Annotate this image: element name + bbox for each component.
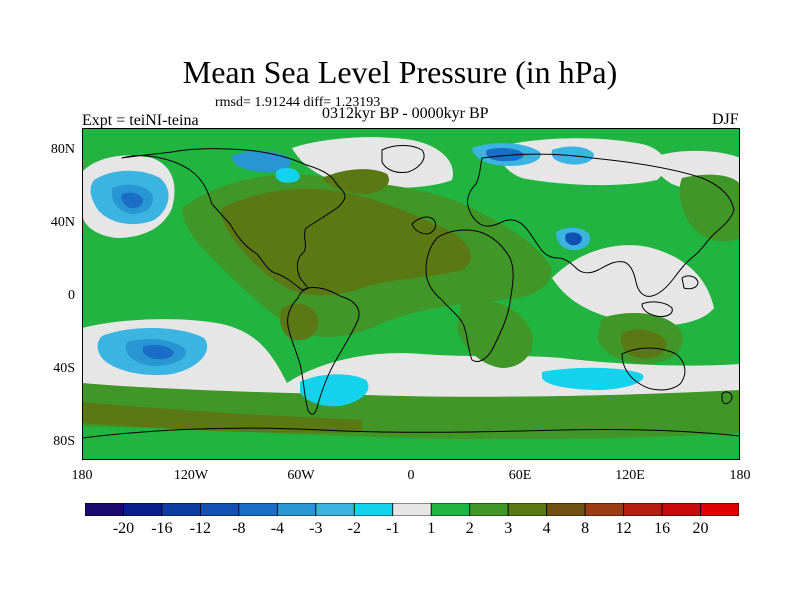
colorbar-label: -8 [232, 520, 246, 537]
colorbar-label: -2 [347, 520, 361, 537]
colorbar-swatch [161, 503, 201, 516]
lon-label-180e: 180 [729, 468, 751, 483]
lat-label-40n: 40N [50, 215, 75, 230]
stats-text: rmsd= 1.91244 diff= 1.23193 [215, 95, 381, 110]
lat-label-80s: 80S [53, 434, 75, 449]
season-label: DJF [712, 111, 739, 128]
colorbar-swatch [584, 503, 624, 516]
colorbar-label: -16 [151, 520, 173, 537]
colorbar-swatch [661, 503, 701, 516]
colorbar-label: 12 [615, 520, 632, 537]
lon-label-60e: 60E [508, 468, 532, 483]
lon-label-180w: 180 [71, 468, 93, 483]
colorbar-label: -1 [386, 520, 400, 537]
colorbar-label: 4 [542, 520, 551, 537]
colorbar-label: 3 [504, 520, 513, 537]
period-text: 0312kyr BP - 0000kyr BP [322, 105, 489, 122]
colorbar-label: 8 [581, 520, 590, 537]
colorbar-label: 1 [427, 520, 436, 537]
colorbar-swatch [238, 503, 278, 516]
colorbar [85, 503, 739, 516]
colorbar-swatch [469, 503, 509, 516]
colorbar-label: -12 [189, 520, 212, 537]
colorbar-label: -3 [309, 520, 323, 537]
colorbar-swatch [430, 503, 471, 516]
lon-label-0: 0 [407, 468, 415, 483]
coastlines [82, 145, 740, 439]
colorbar-swatch [276, 503, 317, 516]
colorbar-label: 16 [654, 520, 671, 537]
colorbar-swatch [200, 503, 240, 516]
colorbar-swatch [392, 503, 432, 516]
colorbar-swatch [353, 503, 394, 516]
colorbar-label: -4 [270, 520, 285, 537]
colorbar-swatch [546, 503, 586, 516]
lon-label-60w: 60W [287, 468, 315, 483]
colorbar-label: -20 [112, 520, 135, 537]
lat-label-80n: 80N [50, 142, 75, 157]
pressure-map [82, 128, 740, 460]
lat-label-40s: 40S [53, 361, 75, 376]
colorbar-swatch [623, 503, 663, 516]
colorbar-swatch [85, 503, 124, 516]
map-frame [82, 128, 740, 460]
lat-label-0: 0 [68, 288, 75, 303]
colorbar-swatch [700, 503, 739, 516]
colorbar-label: 20 [692, 520, 709, 537]
experiment-label: Expt = teiNI-teina [82, 112, 199, 129]
colorbar-swatch [315, 503, 355, 516]
map-title: Mean Sea Level Pressure (in hPa) [182, 54, 618, 90]
lon-label-120e: 120E [615, 468, 645, 483]
colorbar-swatch [507, 503, 548, 516]
pressure-field [82, 128, 740, 460]
colorbar-swatch [123, 503, 163, 516]
colorbar-label: 2 [465, 520, 474, 537]
lon-label-120w: 120W [173, 468, 209, 483]
